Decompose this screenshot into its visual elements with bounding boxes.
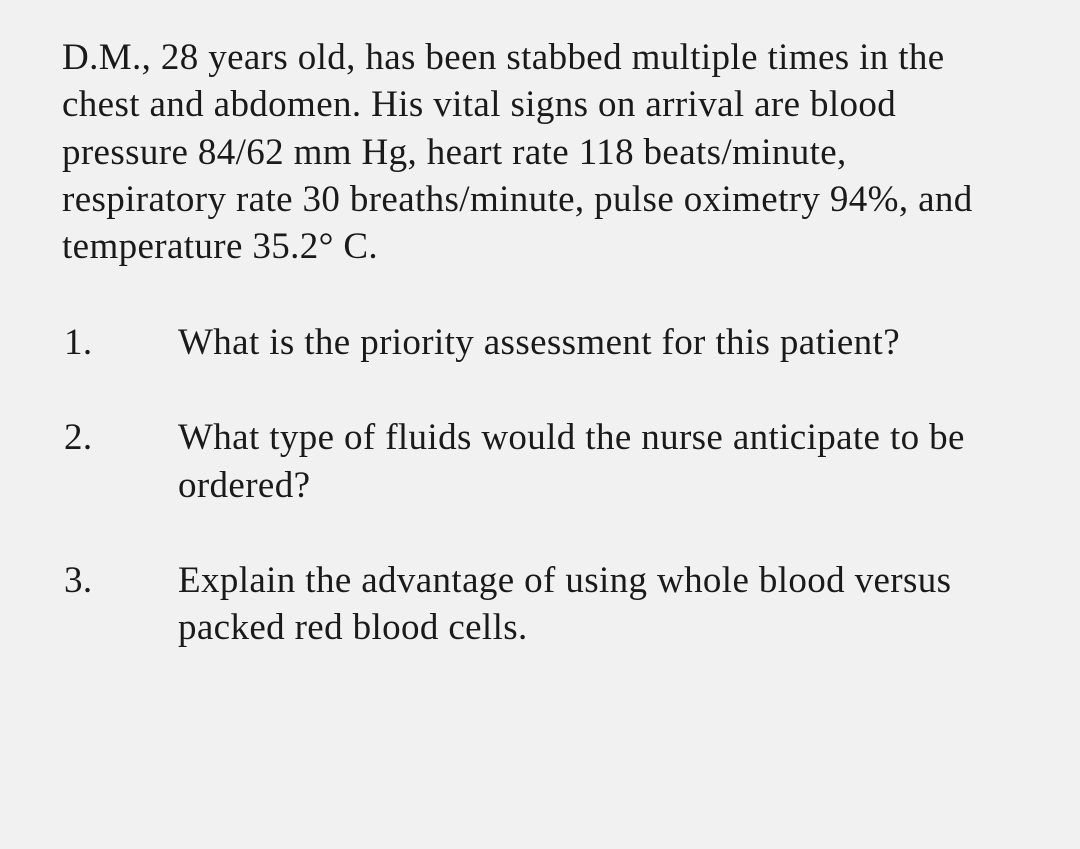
question-list: 1. What is the priority assessment for t… [62,319,1018,652]
question-text: Explain the advantage of using whole blo… [178,557,1018,652]
question-item: 1. What is the priority assessment for t… [62,319,1018,366]
question-text: What is the priority assessment for this… [178,319,1018,366]
question-item: 2. What type of fluids would the nurse a… [62,414,1018,509]
question-text: What type of fluids would the nurse anti… [178,414,1018,509]
case-scenario-paragraph: D.M., 28 years old, has been stabbed mul… [62,34,1018,271]
question-number: 2. [62,414,178,509]
question-number: 1. [62,319,178,366]
question-item: 3. Explain the advantage of using whole … [62,557,1018,652]
question-number: 3. [62,557,178,652]
